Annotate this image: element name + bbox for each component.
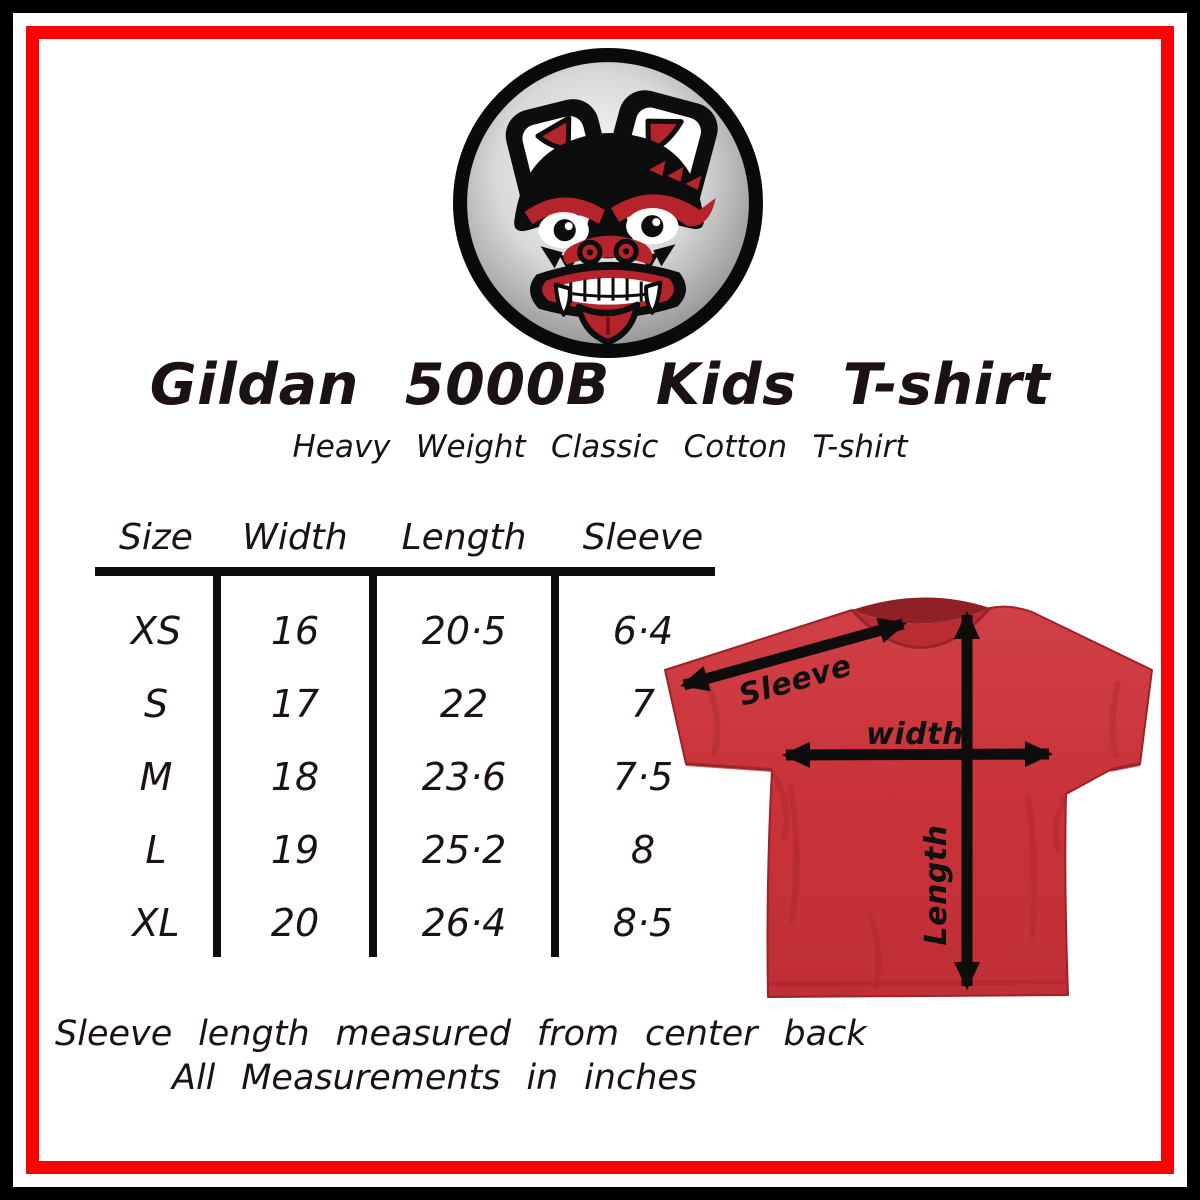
column-header-sleeve: Sleeve — [582, 517, 704, 558]
note-units: All Measurements in inches — [172, 1058, 698, 1098]
column-header-length: Length — [401, 517, 527, 558]
size-row-label: L — [145, 827, 167, 872]
brand-logo — [453, 48, 763, 358]
length-value: 20·5 — [421, 608, 507, 653]
length-label: Length — [919, 825, 954, 946]
size-row-label: XS — [130, 608, 182, 653]
note-sleeve-measure: Sleeve length measured from center back — [55, 1014, 867, 1054]
size-table-header: Size Width Length Sleeve — [95, 498, 731, 562]
sleeve-value: 8 — [630, 827, 656, 872]
measurement-arrows — [680, 611, 1053, 990]
table-column-divider — [551, 576, 559, 957]
length-value: 22 — [439, 681, 489, 726]
size-row-label: XL — [132, 900, 180, 945]
length-value: 23·6 — [421, 754, 507, 799]
size-row-label: M — [139, 754, 173, 799]
size-row-label: S — [143, 681, 169, 726]
product-title: Gildan 5000B Kids T-shirt — [149, 352, 1051, 418]
size-table-body: XS 16 20·5 6·4 S 17 22 7 M 18 23·6 7·5 L… — [95, 594, 731, 959]
table-column-divider — [369, 576, 377, 957]
sleeve-value: 8·5 — [612, 900, 674, 945]
sleeve-value: 7·5 — [612, 754, 674, 799]
table-header-rule — [95, 567, 715, 576]
column-header-size: Size — [119, 517, 193, 558]
tshirt-measurement-diagram: Sleeve width Length — [664, 597, 1153, 998]
sleeve-value: 6·4 — [612, 608, 674, 653]
width-value: 16 — [270, 608, 320, 653]
tshirt-graphic — [664, 597, 1153, 998]
width-value: 17 — [270, 681, 320, 726]
width-label: width — [866, 717, 964, 752]
table-column-divider — [213, 576, 221, 957]
length-value: 26·4 — [421, 900, 507, 945]
sleeve-value: 7 — [630, 681, 656, 726]
width-arrow — [782, 741, 1053, 768]
product-subtitle: Heavy Weight Classic Cotton T-shirt — [292, 429, 908, 465]
width-value: 19 — [270, 827, 320, 872]
width-value: 18 — [270, 754, 320, 799]
width-value: 20 — [270, 900, 320, 945]
sleeve-arrow — [680, 617, 907, 692]
length-value: 25·2 — [421, 827, 507, 872]
column-header-width: Width — [242, 517, 348, 558]
tribal-bear-mask-icon — [505, 90, 718, 345]
